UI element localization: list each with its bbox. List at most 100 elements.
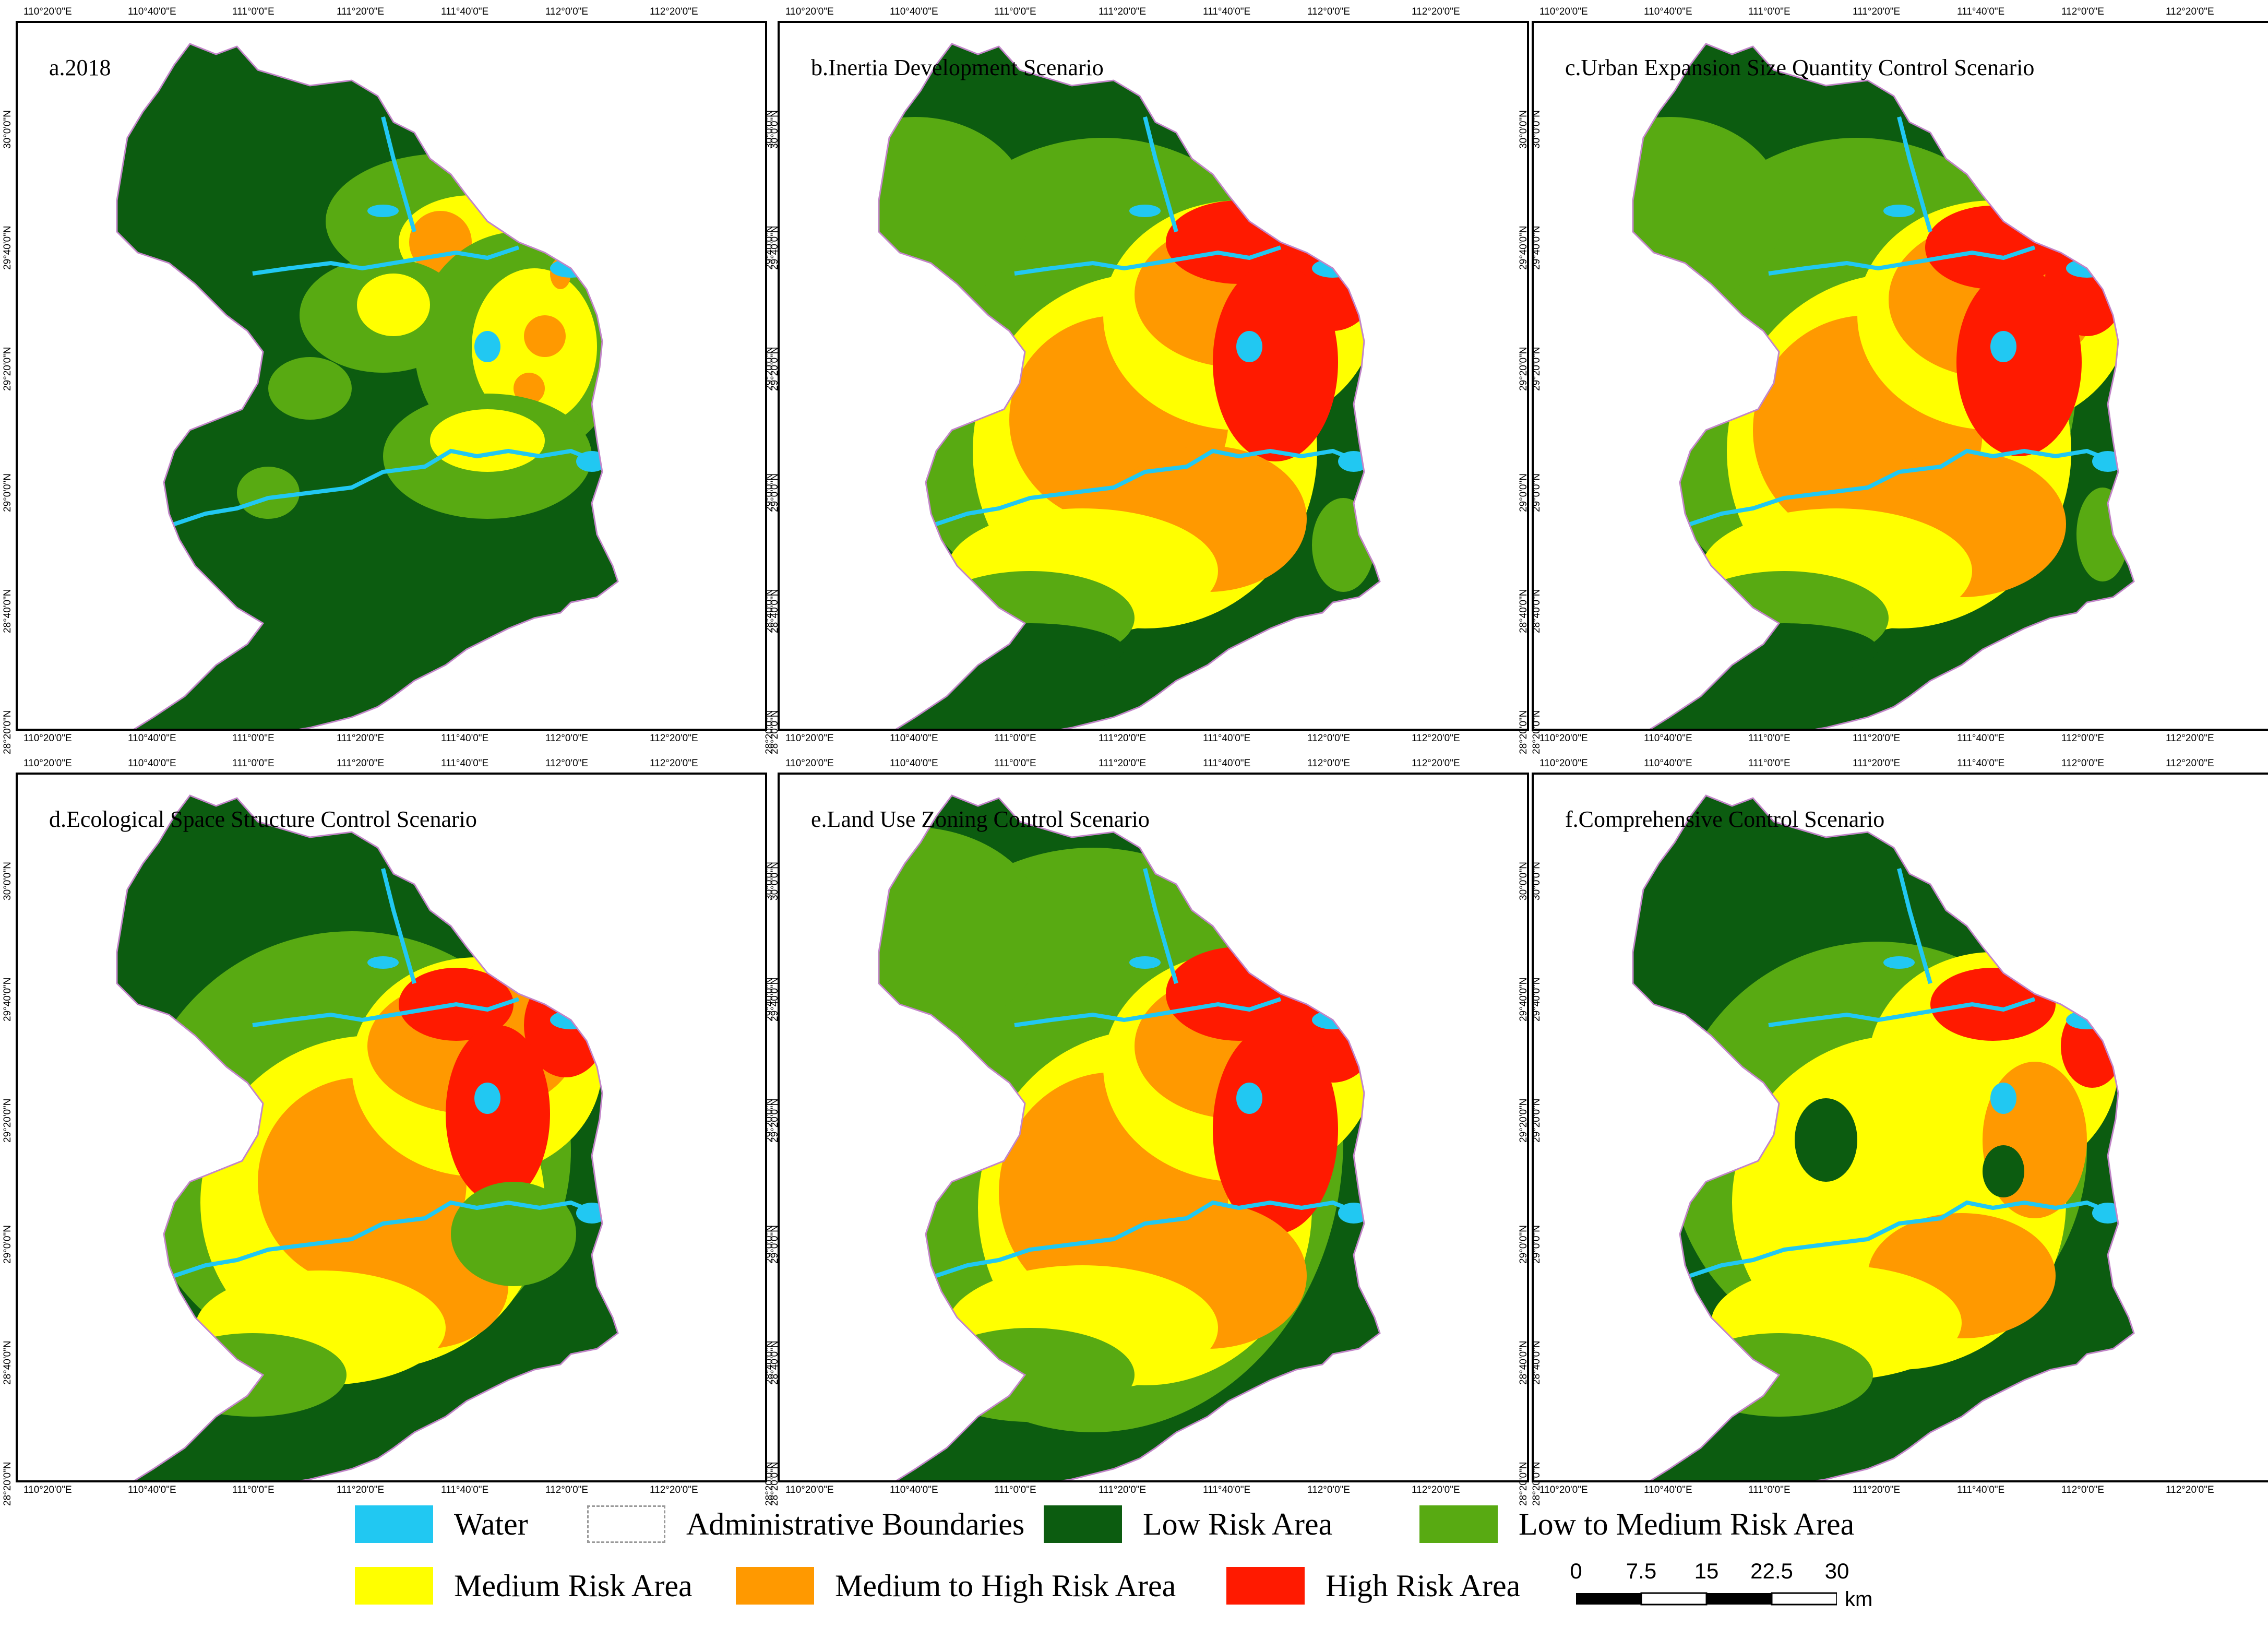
lon-tick-label: 110°20'0"E xyxy=(23,6,72,17)
lon-tick-label: 111°0'0"E xyxy=(994,733,1036,744)
risk-zone-low-medium xyxy=(863,117,1030,305)
scale-tick-30: 30 xyxy=(1824,1559,1849,1583)
risk-zone-low-medium xyxy=(237,467,300,519)
risk-surface-f xyxy=(1617,795,2134,1480)
lon-tick-label: 111°40'0"E xyxy=(1203,733,1251,744)
lat-tick-label: 28°20'0"N xyxy=(764,710,775,754)
risk-zone-high xyxy=(1213,263,1338,461)
lon-tick-label: 112°20'0"E xyxy=(2166,758,2214,769)
lon-tick-label: 112°20'0"E xyxy=(650,733,698,744)
lon-tick-label: 111°0'0"E xyxy=(232,1485,274,1495)
risk-zone-low-medium xyxy=(1617,117,1784,305)
lake xyxy=(2092,451,2123,472)
lake xyxy=(1990,331,2016,362)
legend-label-high-risk: High Risk Area xyxy=(1326,1568,1521,1603)
lake xyxy=(2092,1203,2123,1224)
lon-tick-label: 111°40'0"E xyxy=(441,6,489,17)
lat-tick-label: 29°0'0"N xyxy=(2,1225,13,1264)
risk-zone-low-medium xyxy=(926,1328,1135,1422)
risk-zone-low xyxy=(936,623,1124,675)
lon-tick-label: 112°0'0"E xyxy=(2061,6,2105,17)
legend: Water Administrative Boundaries Low Risk… xyxy=(0,1503,2268,1627)
lat-tick-label: 29°0'0"N xyxy=(1531,1225,1542,1264)
lat-tick-label: 29°20'0"N xyxy=(764,1098,775,1143)
lon-tick-label: 110°40'0"E xyxy=(128,6,176,17)
river xyxy=(1014,997,1282,1027)
panel-title-e: e.Land Use Zoning Control Scenario xyxy=(811,806,1150,832)
lon-tick-label: 111°0'0"E xyxy=(1748,733,1790,744)
lat-tick-label: 29°20'0"N xyxy=(1531,347,1542,391)
lat-tick-label: 29°40'0"N xyxy=(1518,977,1529,1022)
map-panel-c: c.Urban Expansion Size Quantity Control … xyxy=(1532,21,2268,731)
lon-tick-label: 111°40'0"E xyxy=(1957,1485,2005,1495)
lon-tick-label: 112°0'0"E xyxy=(1307,1485,1351,1495)
legend-item-medium-risk: Medium Risk Area xyxy=(355,1565,693,1607)
lake xyxy=(1338,1203,1369,1224)
lon-tick-label: 111°20'0"E xyxy=(1099,733,1147,744)
risk-surface-b xyxy=(863,44,1380,729)
lat-tick-label: 29°40'0"N xyxy=(764,225,775,270)
lat-tick-label: 29°40'0"N xyxy=(1518,225,1529,270)
river xyxy=(381,116,416,233)
lat-tick-label: 29°20'0"N xyxy=(2,1098,13,1143)
risk-zone-medium xyxy=(430,409,545,472)
panel-title-f: f.Comprehensive Control Scenario xyxy=(1565,806,1885,832)
lon-tick-label: 111°40'0"E xyxy=(441,1485,489,1495)
lon-tick-label: 111°20'0"E xyxy=(337,758,385,769)
lon-tick-label: 111°20'0"E xyxy=(1853,1485,1901,1495)
river xyxy=(1897,868,1932,984)
lon-tick-label: 111°0'0"E xyxy=(994,6,1036,17)
lon-tick-label: 112°0'0"E xyxy=(1307,758,1351,769)
risk-zone-low xyxy=(1795,1098,1857,1182)
lat-tick-label: 29°20'0"N xyxy=(764,347,775,391)
legend-item-medium-high-risk: Medium to High Risk Area xyxy=(736,1565,1176,1607)
lon-tick-label: 111°0'0"E xyxy=(994,1485,1036,1495)
risk-zone-low-medium xyxy=(268,357,352,420)
river xyxy=(252,997,520,1027)
lat-tick-label: 28°20'0"N xyxy=(1518,1462,1529,1506)
lon-tick-label: 110°40'0"E xyxy=(890,733,938,744)
river xyxy=(1143,868,1178,984)
lat-tick-label: 29°0'0"N xyxy=(1531,473,1542,512)
lon-tick-label: 111°0'0"E xyxy=(1748,758,1790,769)
legend-item-high-risk: High Risk Area xyxy=(1226,1565,1520,1607)
legend-item-water: Water xyxy=(355,1503,528,1545)
map-panel-d: d.Ecological Space Structure Control Sce… xyxy=(16,773,767,1482)
map-e xyxy=(863,794,1381,1480)
lat-tick-label: 30°0'0"N xyxy=(2,110,13,149)
river xyxy=(381,868,416,984)
risk-zone-medium-high xyxy=(514,373,545,404)
scale-tick-0: 0 xyxy=(1570,1559,1582,1583)
risk-zone-low xyxy=(1690,623,1878,675)
river xyxy=(1768,245,2036,276)
risk-zone-low-medium xyxy=(1312,498,1375,592)
scale-tick-7-5: 7.5 xyxy=(1626,1559,1657,1583)
lat-tick-label: 30°0'0"N xyxy=(1531,862,1542,900)
lat-tick-label: 28°20'0"N xyxy=(1518,710,1529,754)
risk-zone-medium xyxy=(357,274,430,336)
panel-title-b: b.Inertia Development Scenario xyxy=(811,55,1104,80)
lon-tick-label: 111°40'0"E xyxy=(441,733,489,744)
map-panel-e: e.Land Use Zoning Control Scenario xyxy=(778,773,1529,1482)
legend-label-admin-boundaries: Administrative Boundaries xyxy=(686,1506,1025,1541)
lon-tick-label: 110°20'0"E xyxy=(785,758,834,769)
lake xyxy=(1129,205,1161,217)
lon-tick-label: 110°40'0"E xyxy=(890,758,938,769)
risk-surface-a xyxy=(101,44,618,729)
lon-tick-label: 111°20'0"E xyxy=(1853,758,1901,769)
legend-swatch-low-medium-risk xyxy=(1419,1505,1498,1543)
lat-tick-label: 29°40'0"N xyxy=(2,225,13,270)
lon-tick-label: 111°0'0"E xyxy=(1748,6,1790,17)
lake xyxy=(1236,1083,1262,1114)
lon-tick-label: 111°40'0"E xyxy=(1203,6,1251,17)
legend-swatch-medium-risk xyxy=(355,1567,433,1605)
scale-unit: km xyxy=(1845,1588,1873,1611)
risk-zone-low xyxy=(1983,1145,2024,1197)
legend-label-low-risk: Low Risk Area xyxy=(1143,1506,1333,1541)
lat-tick-label: 29°0'0"N xyxy=(1518,1225,1529,1264)
river xyxy=(1014,245,1282,276)
lon-tick-label: 112°20'0"E xyxy=(1412,733,1460,744)
lat-tick-label: 28°40'0"N xyxy=(764,1340,775,1385)
map-a xyxy=(101,43,619,729)
legend-label-low-medium-risk: Low to Medium Risk Area xyxy=(1519,1506,1855,1541)
